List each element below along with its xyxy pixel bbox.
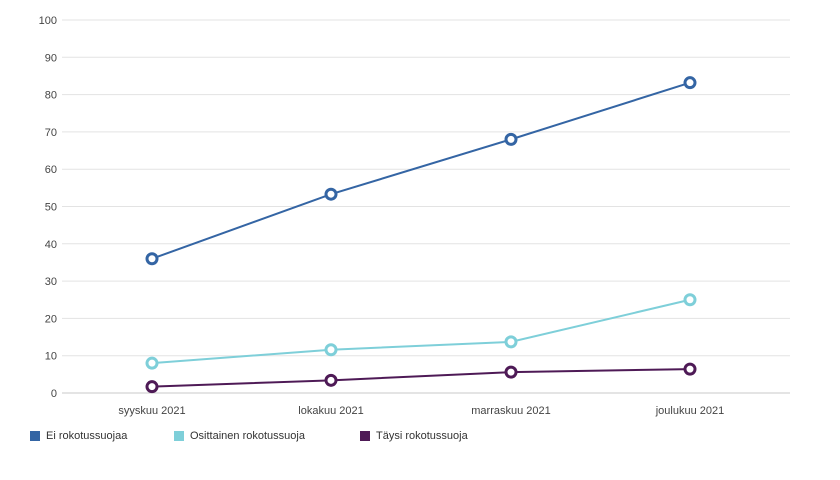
- point-taysi-rokotussuoja-3[interactable]: [683, 362, 697, 376]
- series-line-osittainen-rokotussuoja: [151, 298, 691, 365]
- y-tick-label-50: 50: [45, 202, 57, 214]
- y-tick-label-100: 100: [39, 15, 57, 27]
- y-tick-label-40: 40: [45, 239, 57, 251]
- series-layer: [145, 76, 697, 394]
- x-tick-label-0: syyskuu 2021: [118, 405, 185, 417]
- legend-swatch-taysi-rokotussuoja: [360, 431, 370, 441]
- legend-item-taysi-rokotussuoja[interactable]: Täysi rokotussuoja: [360, 430, 468, 442]
- legend-swatch-osittainen-rokotussuoja: [174, 431, 184, 441]
- y-tick-label-20: 20: [45, 313, 57, 325]
- x-tick-label-3: joulukuu 2021: [655, 405, 725, 417]
- x-tick-label-2: marraskuu 2021: [471, 405, 551, 417]
- y-tick-label-30: 30: [45, 276, 57, 288]
- grid-lines: [62, 19, 790, 394]
- legend-item-ei-rokotussuojaa[interactable]: Ei rokotussuojaa: [30, 430, 127, 442]
- point-osittainen-rokotussuoja-1[interactable]: [324, 343, 338, 357]
- y-tick-label-60: 60: [45, 164, 57, 176]
- legend: Ei rokotussuojaa Osittainen rokotussuoja…: [30, 430, 810, 446]
- y-axis: 0 10 20 30 40 50 60 70 80 90 100: [39, 15, 57, 400]
- y-tick-label-80: 80: [45, 90, 57, 102]
- legend-label-taysi-rokotussuoja: Täysi rokotussuoja: [376, 430, 468, 442]
- x-axis: syyskuu 2021 lokakuu 2021 marraskuu 2021 jo…: [118, 405, 724, 417]
- y-tick-label-10: 10: [45, 351, 57, 363]
- legend-swatch-ei-rokotussuojaa: [30, 431, 40, 441]
- y-tick-label-70: 70: [45, 127, 57, 139]
- y-tick-label-0: 0: [51, 388, 57, 400]
- legend-item-osittainen-rokotussuoja[interactable]: Osittainen rokotussuoja: [174, 430, 305, 442]
- point-ei-rokotussuojaa-3[interactable]: [683, 76, 697, 90]
- point-taysi-rokotussuoja-0[interactable]: [145, 380, 159, 394]
- point-osittainen-rokotussuoja-2[interactable]: [504, 335, 518, 349]
- point-ei-rokotussuojaa-0[interactable]: [145, 252, 159, 266]
- y-tick-label-90: 90: [45, 52, 57, 64]
- series-line-taysi-rokotussuoja: [151, 368, 691, 388]
- point-osittainen-rokotussuoja-0[interactable]: [145, 356, 159, 370]
- point-taysi-rokotussuoja-2[interactable]: [504, 365, 518, 379]
- legend-label-ei-rokotussuojaa: Ei rokotussuojaa: [46, 430, 128, 442]
- series-line-ei-rokotussuojaa: [151, 81, 691, 260]
- point-taysi-rokotussuoja-1[interactable]: [324, 373, 338, 387]
- x-tick-label-1: lokakuu 2021: [298, 405, 363, 417]
- point-ei-rokotussuojaa-2[interactable]: [504, 132, 518, 146]
- legend-label-osittainen-rokotussuoja: Osittainen rokotussuoja: [190, 430, 305, 442]
- point-ei-rokotussuojaa-1[interactable]: [324, 187, 338, 201]
- point-osittainen-rokotussuoja-3[interactable]: [683, 293, 697, 307]
